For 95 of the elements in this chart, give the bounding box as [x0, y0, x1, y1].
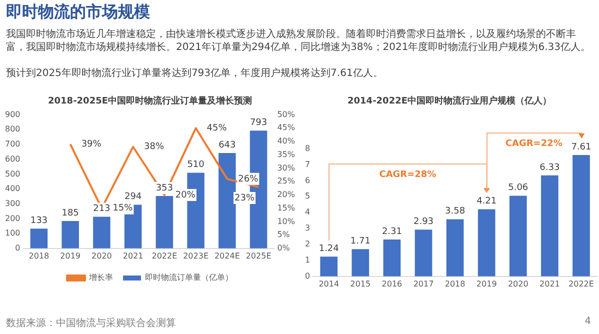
- x-tick-label: 2018: [444, 279, 466, 288]
- data-label: 185: [62, 208, 79, 218]
- y-tick-label: 4: [304, 208, 310, 217]
- data-label: 26%: [238, 174, 259, 184]
- source-note: 数据来源：中国物流与采购联合会测算: [6, 316, 176, 330]
- bar: [478, 209, 496, 276]
- x-tick-label: 2024E: [214, 251, 240, 260]
- bar: [383, 240, 401, 276]
- y2-tick-label: 10%: [277, 216, 296, 226]
- data-label: 2.93: [413, 217, 434, 228]
- bar: [30, 228, 48, 248]
- y-tick-label: 6: [304, 176, 310, 185]
- data-label: 353: [156, 183, 174, 194]
- x-tick-label: 2020: [508, 279, 528, 288]
- x-tick-label: 2019: [60, 251, 80, 260]
- data-label: 20%: [175, 190, 196, 200]
- data-label: 793: [250, 118, 268, 128]
- data-label: 7.61: [571, 142, 592, 152]
- text: 即时物流的市场规模: [6, 2, 150, 23]
- bar: [62, 220, 79, 248]
- y-tick-label: 900: [4, 110, 20, 119]
- x-tick-label: 2019: [476, 279, 497, 288]
- y-tick-label: 0: [304, 271, 310, 280]
- legend-label: 即时物流订单量（亿单）: [145, 273, 233, 282]
- bar: [414, 230, 432, 276]
- data-label: 2.31: [382, 226, 402, 237]
- y2-tick-label: 20%: [277, 190, 296, 200]
- y-tick-label: 2: [304, 240, 310, 249]
- y-tick-label: 300: [4, 198, 20, 208]
- x-tick-label: 2014: [318, 279, 340, 288]
- data-label: 1.71: [350, 236, 370, 246]
- x-tick-label: 2022E: [568, 279, 594, 288]
- y-tick-label: 5: [304, 192, 310, 201]
- data-label: 643: [218, 140, 236, 150]
- y-tick-label: 800: [4, 124, 20, 134]
- x-tick-label: 2022E: [152, 251, 178, 260]
- x-tick-label: 2025E: [246, 251, 272, 260]
- y2-tick-label: 40%: [277, 136, 296, 146]
- annotation: CAGR=22%: [505, 139, 562, 150]
- chart-title: 2014-2022E中国即时物流行业用户规模（亿人）: [348, 96, 552, 107]
- y-tick-label: 3: [304, 224, 310, 233]
- bar: [509, 196, 527, 276]
- y-tick-label: 500: [4, 169, 20, 178]
- x-tick-label: 2020: [92, 251, 112, 260]
- data-label: 45%: [206, 124, 228, 134]
- x-tick-label: 2021: [122, 251, 144, 260]
- x-tick-label: 2015: [350, 279, 371, 288]
- bar: [352, 249, 370, 276]
- x-tick-label: 2021: [540, 279, 560, 288]
- data-label: 15%: [112, 204, 134, 214]
- data-label: 23%: [234, 193, 255, 204]
- y2-tick-label: 35%: [277, 150, 296, 159]
- y2-tick-label: 45%: [277, 123, 296, 132]
- data-label: 39%: [81, 140, 102, 150]
- x-tick-label: 2017: [413, 279, 434, 288]
- bar: [320, 256, 338, 276]
- data-label: 5.06: [508, 183, 528, 194]
- data-label: 4.21: [476, 196, 497, 207]
- y2-tick-label: 30%: [277, 163, 296, 172]
- data-label: 38%: [144, 142, 165, 152]
- x-tick-label: 2016: [382, 279, 402, 288]
- y-tick-label: 1: [304, 256, 310, 265]
- text: 我国即时物流市场近几年增速稳定，由快速增长模式逐步进入成熟发展阶段。随着即时消费需求日益增长，以及履约场景的不断丰富，我国即时物流市场规模持续增长。2021年订单量为294亿单，同比增速为38%；2021年度即时物流行业用户规模为6.33亿人。: [6, 28, 592, 54]
- bar: [572, 155, 590, 276]
- x-tick-label: 2018: [28, 251, 50, 260]
- y-tick-label: 700: [4, 140, 20, 149]
- bar: [218, 152, 236, 248]
- y-tick-label: 200: [4, 214, 20, 223]
- text: 4: [584, 316, 591, 327]
- y-tick-label: 7: [304, 160, 310, 169]
- y2-tick-label: 0%: [277, 243, 290, 252]
- y2-tick-label: 15%: [277, 203, 296, 212]
- x-tick-label: 2023E: [183, 251, 209, 260]
- data-label: 294: [124, 192, 142, 202]
- y2-tick-label: 50%: [277, 110, 296, 119]
- y-tick-label: 600: [4, 154, 20, 164]
- annotation: CAGR=28%: [379, 170, 436, 180]
- data-label: 1.24: [318, 244, 340, 254]
- text: 预计到2025年即时物流行业订单量将达到793亿单，年度用户规模将达到7.61亿人。: [6, 67, 384, 80]
- chart-title: 2018-2025E中国即时物流行业订单量及增长预测: [48, 96, 252, 107]
- y-tick-label: 0: [15, 243, 20, 252]
- data-label: 6.33: [540, 162, 560, 173]
- data-label: 3.58: [445, 206, 466, 217]
- bar: [93, 216, 110, 248]
- data-label: 133: [30, 216, 48, 226]
- data-label: 510: [187, 160, 205, 170]
- y-tick-label: 100: [4, 228, 20, 238]
- y-tick-label: 400: [4, 184, 20, 194]
- y2-tick-label: 25%: [277, 176, 296, 186]
- y2-tick-label: 5%: [277, 230, 290, 240]
- legend-label: 增长率: [88, 273, 113, 282]
- bar: [446, 219, 464, 276]
- bar: [156, 196, 174, 248]
- bar: [541, 175, 558, 276]
- y-tick-label: 8: [304, 144, 310, 153]
